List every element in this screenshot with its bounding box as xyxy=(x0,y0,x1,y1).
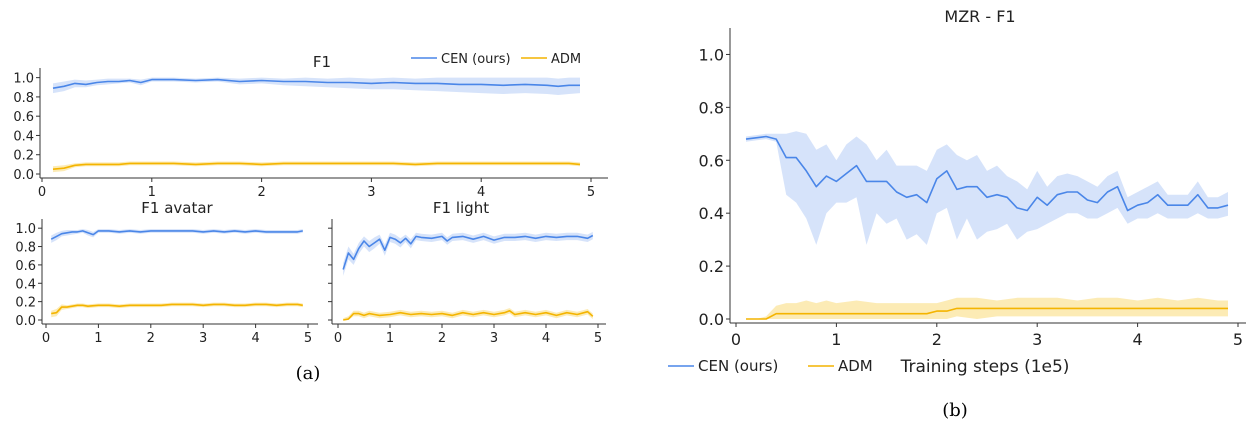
legend-label-cen-ours: CEN (ours) xyxy=(698,357,778,375)
x-tick-label: 4 xyxy=(1133,330,1143,349)
caption-b: (b) xyxy=(942,400,968,421)
x-tick-label: 1 xyxy=(94,331,102,346)
legend-label-adm: ADM xyxy=(551,52,581,67)
x-tick-label: 4 xyxy=(251,331,259,346)
x-tick-label: 0 xyxy=(731,330,741,349)
x-tick-label: 2 xyxy=(257,185,265,200)
x-tick-label: 2 xyxy=(932,330,942,349)
y-tick-label: 0.2 xyxy=(15,296,36,311)
y-tick-label: 1.0 xyxy=(15,222,36,237)
x-tick-label: 0 xyxy=(42,331,50,346)
x-tick-label: 2 xyxy=(147,331,155,346)
series-line-cen-ours xyxy=(52,78,580,89)
chart-mzr-f1: 0 1 2 3 4 5 0.0 0.2 0.4 0.6 0.8 1.0 MZR - F1 Training… xyxy=(668,7,1246,377)
y-tick-label: 0.4 xyxy=(699,204,724,223)
series-line-cen-ours xyxy=(745,135,1229,212)
chart-title: F1 light xyxy=(433,199,489,217)
x-tick-label: 0 xyxy=(38,185,46,200)
caption-a: (a) xyxy=(296,363,321,384)
y-tick-label: 1.0 xyxy=(699,45,724,64)
x-tick-label: 3 xyxy=(367,185,375,200)
x-tick-label: 0 xyxy=(334,331,342,346)
y-tick-label: 0.2 xyxy=(699,257,724,276)
chart-title: F1 avatar xyxy=(141,199,213,217)
x-tick-label: 5 xyxy=(594,331,602,346)
chart-f1-light: 0 1 2 3 4 5 F1 light xyxy=(328,199,606,346)
x-tick-label: 5 xyxy=(587,185,595,200)
y-tick-label: 0.0 xyxy=(699,310,724,329)
y-tick-label: 0.0 xyxy=(15,314,36,329)
series-line-adm xyxy=(51,303,303,315)
x-tick-label: 5 xyxy=(1233,330,1243,349)
legend: CEN (ours) ADM xyxy=(668,357,873,375)
chart-f1: 0 1 2 3 4 5 0.0 0.2 0.4 0.6 0.8 1.0 F1 CEN (ours) ADM xyxy=(13,52,608,200)
x-tick-label: 4 xyxy=(477,185,485,200)
x-tick-label: 4 xyxy=(542,331,550,346)
x-tick-label: 1 xyxy=(386,331,394,346)
y-tick-label: 0.6 xyxy=(699,151,724,170)
chart-f1-avatar: 0 1 2 3 4 5 0.0 0.2 0.4 0.6 0.8 1.0 F1 avatar xyxy=(15,199,318,346)
y-tick-label: 1.0 xyxy=(13,72,34,87)
band-cen-ours xyxy=(51,229,303,243)
y-tick-label: 0.6 xyxy=(15,259,36,274)
x-axis-label: Training steps (1e5) xyxy=(900,357,1070,377)
x-tick-label: 1 xyxy=(148,185,156,200)
y-tick-label: 0.8 xyxy=(699,98,724,117)
x-tick-label: 3 xyxy=(199,331,207,346)
y-tick-label: 0.8 xyxy=(13,91,34,106)
chart-title: F1 xyxy=(313,53,331,71)
series-line-adm xyxy=(343,309,594,321)
series-line-cen-ours xyxy=(342,234,594,270)
y-tick-label: 0.4 xyxy=(15,277,36,292)
y-tick-label: 0.8 xyxy=(15,241,36,256)
legend-label-adm: ADM xyxy=(838,357,873,375)
series-line-adm xyxy=(52,162,581,170)
x-tick-label: 5 xyxy=(304,331,312,346)
x-tick-label: 3 xyxy=(490,331,498,346)
legend-label-cen-ours: CEN (ours) xyxy=(441,52,511,67)
series-line-adm xyxy=(746,307,1228,320)
y-tick-label: 0.4 xyxy=(13,129,34,144)
x-tick-label: 2 xyxy=(438,331,446,346)
y-tick-label: 0.2 xyxy=(13,149,34,164)
x-tick-label: 1 xyxy=(831,330,841,349)
band-cen-ours xyxy=(53,77,580,95)
band-cen-ours xyxy=(746,131,1228,245)
series-line-cen-ours xyxy=(50,230,303,240)
chart-title: MZR - F1 xyxy=(944,7,1015,26)
y-tick-label: 0.6 xyxy=(13,110,34,125)
x-tick-label: 3 xyxy=(1032,330,1042,349)
y-tick-label: 0.0 xyxy=(13,168,34,183)
legend: CEN (ours) ADM xyxy=(411,52,581,67)
